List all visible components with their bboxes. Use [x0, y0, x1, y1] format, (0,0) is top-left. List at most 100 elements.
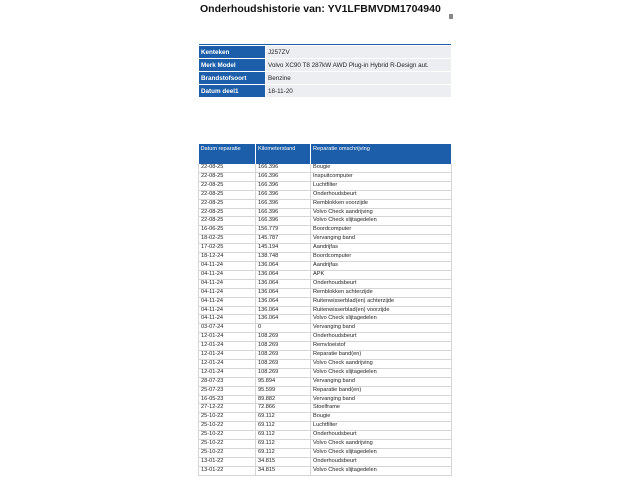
mileage: 136.064: [255, 306, 311, 316]
date: 04-11-24: [198, 279, 256, 289]
description: Remblokken achterzijde: [310, 288, 452, 298]
history-row: 28-07-23 95.894 Vervanging band: [198, 377, 452, 387]
history-row: 12-01-24 108.269 Onderhoudsbeurt: [198, 332, 452, 343]
column-header: Kilometerstand: [255, 144, 311, 164]
mileage: 69.112: [255, 412, 311, 423]
info-row: Kenteken J257ZV: [198, 45, 452, 59]
date: 18-02-25: [198, 234, 256, 245]
history-row: 12-01-24 108.269 Reparatie band(en): [198, 350, 452, 360]
description: Stoelframe: [310, 403, 452, 414]
info-label: Merk Model: [198, 58, 266, 72]
history-row: 17-02-25 145.194 Aandrijfas: [198, 243, 452, 254]
history-row: 12-01-24 108.269 Remvloeistof: [198, 341, 452, 352]
mileage: 95.599: [255, 386, 311, 396]
history-row: 03-07-24 0 Vervanging band: [198, 323, 452, 334]
mileage: 166.396: [255, 181, 311, 191]
description: Aandrijfas: [310, 261, 452, 271]
mileage: 166.396: [255, 208, 311, 218]
mileage: 136.064: [255, 314, 311, 325]
info-value: Volvo XC90 T8 287kW AWD Plug-in Hybrid R…: [265, 58, 452, 72]
description: Volvo Check slijtagedelen: [310, 368, 452, 378]
date: 25-10-22: [198, 430, 256, 441]
history-row: 25-10-22 69.112 Luchtfilter: [198, 421, 452, 432]
page-title: Onderhoudshistorie van: YV1LFBMVDM170494…: [200, 3, 441, 15]
description: Aandrijfas: [310, 243, 452, 254]
info-row: Brandstofsoort Benzine: [198, 71, 452, 85]
vehicle-info-table: Kenteken J257ZV Merk Model Volvo XC90 T8 28…: [198, 43, 452, 98]
mileage: 136.064: [255, 270, 311, 280]
history-row: 04-11-24 136.064 Aandrijfas: [198, 261, 452, 271]
history-row: 04-11-24 136.064 Onderhoudsbeurt: [198, 279, 452, 289]
mileage: 95.894: [255, 377, 311, 387]
description: Volvo Check aandrijving: [310, 439, 452, 449]
date: 25-10-22: [198, 412, 256, 423]
history-row: 22-08-25 166.396 Volvo Check slijtagedelen: [198, 216, 452, 227]
description: Ruitenwisserblad(en) achterzijde: [310, 297, 452, 307]
history-row: 04-11-24 136.064 Volvo Check slijtagedelen: [198, 314, 452, 325]
date: 03-07-24: [198, 323, 256, 334]
history-row: 25-10-22 69.112 Bougie: [198, 412, 452, 423]
date: 22-08-25: [198, 190, 256, 200]
date: 16-05-23: [198, 395, 256, 405]
description: Volvo Check slijtagedelen: [310, 216, 452, 227]
mileage: 136.064: [255, 279, 311, 289]
date: 12-01-24: [198, 350, 256, 360]
mileage: 89.882: [255, 395, 311, 405]
description: Volvo Check slijtagedelen: [310, 448, 452, 458]
description: Inspuitcomputer: [310, 172, 452, 182]
mileage: 136.064: [255, 288, 311, 298]
history-row: 18-02-25 145.787 Vervanging band: [198, 234, 452, 245]
history-row: 18-12-24 138.748 Boordcomputer: [198, 252, 452, 262]
date: 17-02-25: [198, 243, 256, 254]
history-row: 22-08-25 166.396 Volvo Check aandrijving: [198, 208, 452, 218]
history-row: 27-12-22 72.866 Stoelframe: [198, 403, 452, 414]
date: 22-08-25: [198, 172, 256, 182]
history-row: 22-08-25 166.396 Bougie: [198, 164, 452, 173]
history-row: 04-11-24 136.064 APK: [198, 270, 452, 280]
description: Reparatie band(en): [310, 350, 452, 360]
mileage: 108.269: [255, 341, 311, 352]
description: Onderhoudsbeurt: [310, 430, 452, 441]
mileage: 34.815: [255, 466, 311, 476]
history-row: 04-11-24 136.064 Ruitenwisserblad(en) voor…: [198, 306, 452, 316]
history-row: 25-07-23 95.599 Reparatie band(en): [198, 386, 452, 396]
date: 04-11-24: [198, 261, 256, 271]
history-row: 12-01-24 108.269 Volvo Check aandrijving: [198, 359, 452, 369]
date: 25-10-22: [198, 448, 256, 458]
date: 22-08-25: [198, 199, 256, 209]
description: APK: [310, 270, 452, 280]
mileage: 69.112: [255, 439, 311, 449]
date: 27-12-22: [198, 403, 256, 414]
mileage: 166.396: [255, 199, 311, 209]
mileage: 166.396: [255, 216, 311, 227]
history-row: 25-10-22 69.112 Volvo Check slijtagedelen: [198, 448, 452, 458]
info-row: Datum deel1 18-11-20: [198, 84, 452, 98]
date: 04-11-24: [198, 297, 256, 307]
description: Ruitenwisserblad(en) voorzijde: [310, 306, 452, 316]
mileage: 136.064: [255, 261, 311, 271]
info-label: Datum deel1: [198, 84, 266, 98]
mileage: 156.779: [255, 225, 311, 236]
history-row: 22-08-25 166.396 Remblokken voorzijde: [198, 199, 452, 209]
history-row: 13-01-22 34.815 Volvo Check slijtagedelen: [198, 466, 452, 476]
description: Bougie: [310, 412, 452, 423]
icon: [449, 14, 453, 19]
history-row: 22-08-25 166.396 Luchtfilter: [198, 181, 452, 191]
date: 22-08-25: [198, 181, 256, 191]
description: Volvo Check aandrijving: [310, 359, 452, 369]
description: Vervanging band: [310, 234, 452, 245]
mileage: 72.866: [255, 403, 311, 414]
column-header: Datum reparatie: [198, 144, 256, 164]
history-row: 13-01-22 34.815 Onderhoudsbeurt: [198, 457, 452, 467]
description: Volvo Check slijtagedelen: [310, 466, 452, 476]
mileage: 108.269: [255, 350, 311, 360]
date: 12-01-24: [198, 332, 256, 343]
description: Remblokken voorzijde: [310, 199, 452, 209]
date: 25-07-23: [198, 386, 256, 396]
date: 25-10-22: [198, 421, 256, 432]
description: Reparatie band(en): [310, 386, 452, 396]
info-value: 18-11-20: [265, 84, 452, 98]
description: Vervanging band: [310, 377, 452, 387]
mileage: 69.112: [255, 448, 311, 458]
